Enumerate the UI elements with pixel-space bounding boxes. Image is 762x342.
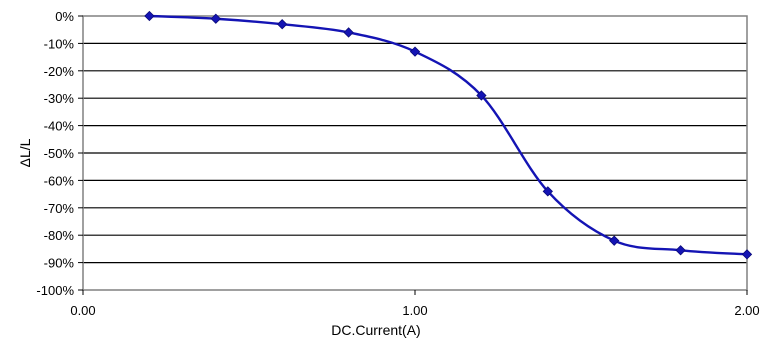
data-point-marker (476, 90, 487, 101)
x-tick-label: 1.00 (402, 303, 427, 318)
y-axis: 0% -10% -20% -30% -40% -50% -60% -70% -80% -90% -1… (36, 9, 83, 298)
grid-lines (83, 42, 747, 264)
x-axis: 0.00 1.00 2.00 (70, 290, 760, 318)
series-line (149, 14, 748, 256)
y-tick-label: -80% (44, 228, 75, 243)
x-tick-label: 0.00 (70, 303, 95, 318)
data-point-marker (144, 10, 155, 22)
data-point-marker (542, 186, 553, 197)
data-point-marker (277, 19, 288, 30)
y-tick-label: -40% (44, 119, 75, 134)
y-tick-label: -70% (44, 201, 75, 216)
y-tick-label: -90% (44, 256, 75, 271)
y-tick-label: 0% (55, 9, 74, 24)
y-tick-label: -50% (44, 146, 75, 161)
data-point-marker (741, 249, 753, 260)
data-point-marker (210, 13, 221, 24)
data-point-marker (343, 27, 354, 38)
y-tick-label: -30% (44, 91, 75, 106)
series-layer (144, 10, 753, 260)
y-tick-label: -60% (44, 173, 75, 188)
x-tick-label: 2.00 (734, 303, 759, 318)
x-axis-title: DC.Current(A) (331, 322, 420, 338)
data-point-marker (675, 245, 686, 256)
data-point-marker (409, 46, 421, 57)
y-tick-label: -10% (44, 36, 75, 51)
data-point-marker (609, 235, 620, 246)
y-axis-title: ΔL/L (17, 138, 33, 167)
y-tick-label: -20% (44, 64, 75, 79)
y-tick-label: -100% (36, 283, 74, 298)
